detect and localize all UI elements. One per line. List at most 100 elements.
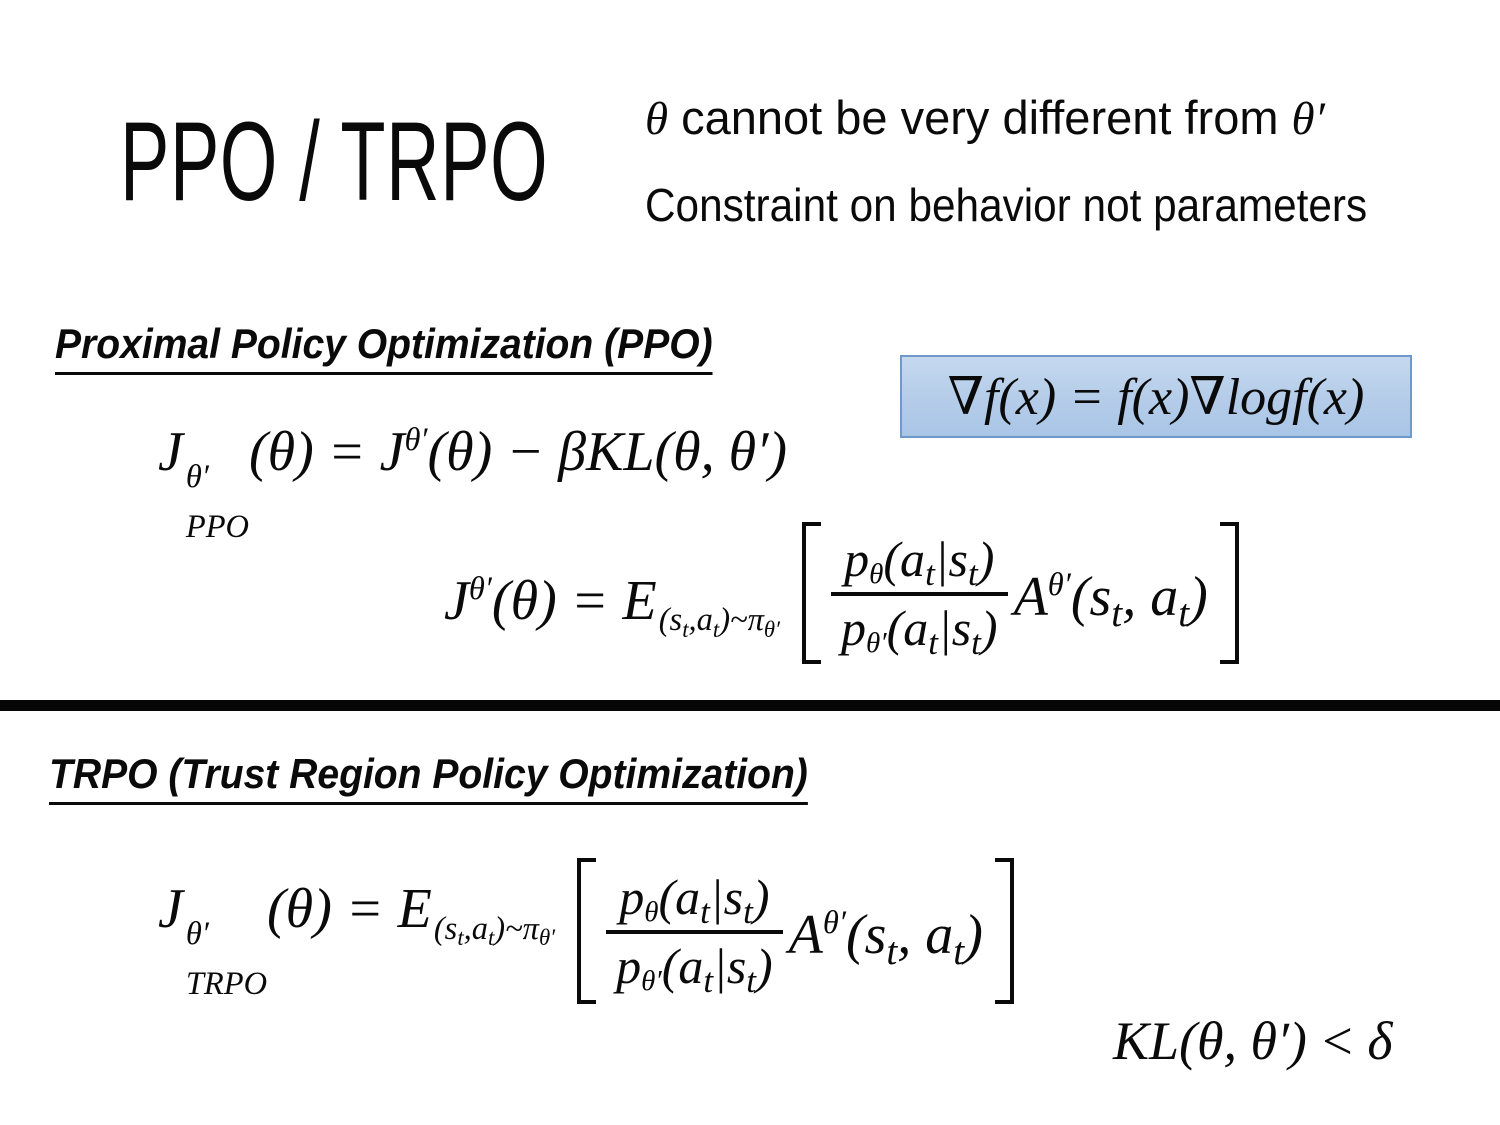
fraction-bar — [830, 591, 1008, 596]
slide-title: PPO / TRPO — [120, 99, 549, 224]
equals-sign: = — [345, 878, 384, 941]
p-letter: p — [619, 868, 645, 925]
theta-subscript: θ — [869, 557, 884, 590]
t-subscript: t — [928, 623, 938, 663]
expectation-subscript: (st,at)~πθ′ — [658, 602, 780, 641]
ratio-bar: |s — [709, 868, 744, 925]
J-scripts: θ′ TRPO — [186, 918, 267, 1001]
beta-kl-penalty-term: βKL(θ, θ′) — [558, 421, 788, 483]
A-letter: A — [1013, 566, 1048, 628]
annotation-line-1: θ cannot be very different from θ′ — [645, 92, 1430, 146]
equals-sign: = — [327, 421, 366, 483]
fraction-numerator: pθ(at|st) — [609, 868, 779, 932]
ppo-expectation-formula: Jθ′(θ) = E(st,at)~πθ′ pθ(at|st) pθ′(at|st)… — [444, 522, 1239, 664]
kl-constraint-formula: KL(θ, θ′) < δ — [1113, 1010, 1392, 1072]
e-sub-close: )~π — [719, 602, 764, 639]
theta-prime-superscript: θ′ — [468, 570, 492, 607]
t-subscript: t — [712, 616, 720, 642]
trpo-subscript: TRPO — [185, 966, 268, 1003]
theta-argument: (θ) — [248, 421, 314, 483]
e-sub-open: (s — [658, 602, 683, 639]
pi-theta-prime-subscript: θ′ — [763, 616, 780, 642]
annotation-line-2: Constraint on behavior not parameters — [645, 178, 1368, 231]
e-sub-mid: ,a — [463, 910, 488, 947]
J-scripts: θ′ PPO — [185, 460, 249, 546]
t-subscript: t — [925, 554, 935, 594]
p-letter: p — [840, 599, 866, 656]
minus-sign: − — [506, 421, 545, 483]
theta-argument: (θ) — [427, 421, 493, 483]
ratio-open: (a — [886, 599, 929, 656]
ratio-close: ) — [977, 530, 995, 587]
gradient-identity-highlight-box: ∇f(x) = f(x)∇logf(x) — [900, 355, 1412, 438]
less-than-sign: < — [1318, 1011, 1356, 1071]
ratio-open: (a — [883, 530, 926, 587]
adv-open: (s — [845, 904, 887, 966]
fraction-numerator: pθ(at|st) — [834, 530, 1004, 594]
expectation-lhs: Jθ′(θ) = E(st,at)~πθ′ — [444, 569, 780, 642]
gradient-identity-formula: ∇f(x) = f(x)∇logf(x) — [947, 368, 1365, 426]
t-subscript: t — [746, 961, 757, 1001]
p-letter: p — [616, 937, 642, 994]
expectation-E: E — [397, 878, 432, 941]
e-sub-open: (s — [433, 910, 458, 947]
adv-close: ) — [964, 904, 983, 966]
theta-prime-symbol: θ′ — [1291, 93, 1325, 145]
trpo-section-heading: TRPO (Trust Region Policy Optimization) — [49, 750, 808, 806]
t-subscript: t — [682, 616, 689, 642]
adv-mid: , a — [1122, 566, 1179, 628]
ratio-open: (a — [658, 868, 701, 925]
theta-prime-superscript: θ′ — [1047, 566, 1071, 603]
right-bracket — [994, 858, 1014, 1004]
advantage-term: Aθ′(st, at) — [789, 903, 983, 973]
annotation-block: θ cannot be very different from θ′ Const… — [645, 92, 1430, 230]
ratio-bar: |s — [937, 599, 972, 656]
expectation-E: E — [622, 570, 657, 632]
J-letter: J — [158, 878, 183, 941]
theta-subscript: θ — [644, 895, 659, 928]
ratio-close: ) — [752, 868, 770, 925]
t-subscript: t — [743, 892, 753, 932]
advantage-term: Aθ′(st, at) — [1013, 565, 1208, 635]
ratio-bar: |s — [713, 937, 747, 994]
theta-prime-subscript: θ′ — [865, 626, 887, 659]
J-letter: J — [444, 570, 469, 632]
probability-ratio-fraction: pθ(at|st) pθ′(at|st) — [606, 868, 783, 1001]
right-bracket — [1219, 522, 1239, 664]
t-subscript: t — [886, 929, 898, 973]
fraction-denominator: pθ′(at|st) — [606, 934, 783, 1001]
t-subscript: t — [1178, 591, 1190, 635]
delta-symbol: δ — [1367, 1011, 1393, 1071]
theta-prime-superscript: θ′ — [822, 904, 846, 941]
theta-prime-superscript: θ′ — [404, 421, 428, 458]
annotation-line-1-text: cannot be very different from — [681, 91, 1279, 144]
ppo-section-heading: Proximal Policy Optimization (PPO) — [55, 320, 713, 376]
theta-prime-subscript: θ′ — [641, 964, 662, 997]
fraction-denominator: pθ′(at|st) — [831, 596, 1008, 663]
theta-prime-superscript: θ′ — [185, 916, 209, 953]
ratio-open: (a — [661, 937, 704, 994]
left-bracket — [801, 522, 821, 664]
p-letter: p — [844, 530, 870, 587]
e-sub-close: )~π — [494, 910, 539, 947]
t-subscript: t — [1111, 591, 1123, 635]
ratio-close: ) — [980, 599, 998, 656]
equals-sign: = — [570, 570, 609, 632]
J-letter: J — [158, 421, 183, 483]
adv-open: (s — [1070, 566, 1112, 628]
ppo-subscript: PPO — [185, 509, 249, 546]
t-subscript: t — [971, 623, 981, 663]
J-letter: J — [379, 421, 405, 483]
theta-argument: (θ) — [267, 878, 332, 941]
probability-ratio-fraction: pθ(at|st) pθ′(at|st) — [830, 530, 1008, 663]
ratio-close: ) — [756, 937, 773, 994]
expectation-subscript: (st,at)~πθ′ — [433, 910, 555, 950]
t-subscript: t — [457, 924, 464, 950]
t-subscript: t — [703, 961, 714, 1001]
section-divider — [0, 700, 1500, 711]
e-sub-mid: ,a — [688, 602, 713, 639]
theta-argument: (θ) — [491, 570, 557, 632]
